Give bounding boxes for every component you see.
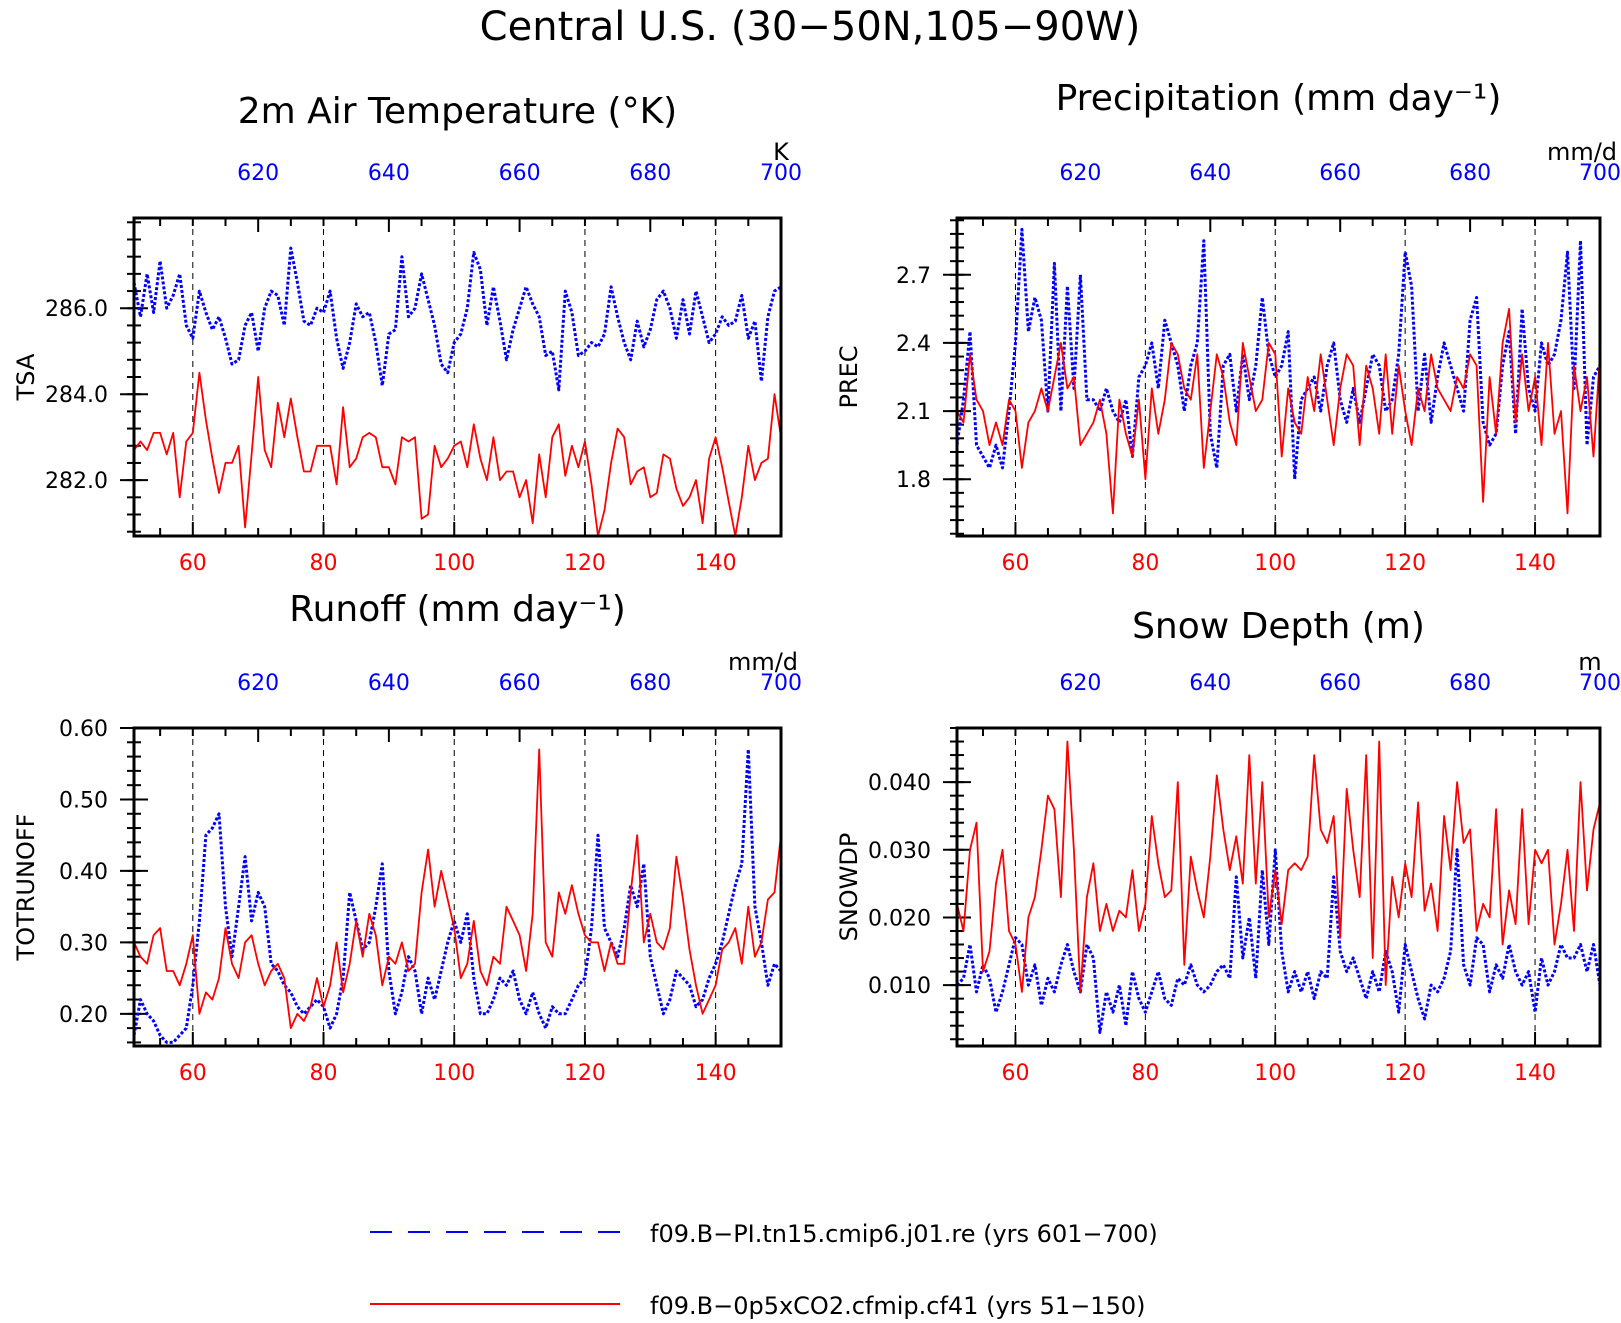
top-tick-label: 640 xyxy=(368,161,410,186)
top-tick-label: 680 xyxy=(1449,161,1491,186)
top-tick-label: 660 xyxy=(499,161,541,186)
top-tick-label: 700 xyxy=(1579,161,1621,186)
bottom-tick-label: 60 xyxy=(179,551,207,576)
top-tick-label: 640 xyxy=(1189,671,1231,696)
plot-frame xyxy=(955,216,1602,538)
top-tick-label: 620 xyxy=(1059,671,1101,696)
top-tick-label: 640 xyxy=(368,671,410,696)
y-axis-label: SNOWDP xyxy=(835,833,863,942)
bottom-tick-label: 80 xyxy=(1131,1061,1159,1086)
bottom-tick-label: 100 xyxy=(1254,551,1296,576)
panel-title: 2m Air Temperature (°K) xyxy=(238,91,677,132)
y-tick-label: 282.0 xyxy=(45,469,108,494)
panel-precipitation: Precipitation (mm day⁻¹) mm/d PREC 60 80 100 1… xyxy=(835,78,1621,576)
series-line-pi xyxy=(132,246,782,392)
figure-title: Central U.S. (30−50N,105−90W) xyxy=(480,4,1141,50)
y-tick-label: 0.020 xyxy=(868,906,931,931)
series-line-pi xyxy=(955,227,1602,481)
y-tick-label: 0.040 xyxy=(868,771,931,796)
top-tick-label: 700 xyxy=(760,671,802,696)
y-tick-label: 0.030 xyxy=(868,839,931,864)
top-tick-label: 680 xyxy=(629,161,671,186)
series-line-pi xyxy=(132,747,783,1044)
y-tick-label: 286.0 xyxy=(45,297,108,322)
bottom-tick-label: 120 xyxy=(564,1061,606,1086)
series-line-cf41 xyxy=(956,307,1601,515)
bottom-tick-label: 100 xyxy=(433,1061,475,1086)
top-tick-label: 680 xyxy=(1449,671,1491,696)
bottom-tick-label: 100 xyxy=(1254,1061,1296,1086)
plot-frame xyxy=(132,216,783,538)
bottom-tick-label: 80 xyxy=(310,1061,338,1086)
bottom-tick-label: 80 xyxy=(1131,551,1159,576)
y-tick-label: 2.1 xyxy=(896,400,931,425)
series-line-cf41 xyxy=(956,740,1601,993)
bottom-tick-label: 120 xyxy=(1384,1061,1426,1086)
top-tick-label: 660 xyxy=(499,671,541,696)
panel-title: Precipitation (mm day⁻¹) xyxy=(1056,78,1502,119)
y-tick-label: 1.8 xyxy=(896,468,931,493)
bottom-tick-label: 140 xyxy=(695,1061,737,1086)
legend: f09.B−PI.tn15.cmip6.j01.re (yrs 601−700)… xyxy=(370,1220,1158,1320)
top-tick-label: 620 xyxy=(1059,161,1101,186)
top-tick-label: 620 xyxy=(237,161,279,186)
panel-title: Snow Depth (m) xyxy=(1132,606,1425,647)
bottom-tick-label: 100 xyxy=(433,551,475,576)
y-tick-label: 2.7 xyxy=(896,264,931,289)
top-tick-label: 680 xyxy=(629,671,671,696)
bottom-tick-label: 120 xyxy=(564,551,606,576)
y-axis-label: PREC xyxy=(835,345,863,408)
top-tick-label: 640 xyxy=(1189,161,1231,186)
top-tick-label: 700 xyxy=(760,161,802,186)
y-tick-label: 0.40 xyxy=(59,860,108,885)
y-tick-label: 284.0 xyxy=(45,383,108,408)
bottom-tick-label: 80 xyxy=(310,551,338,576)
units-label: m xyxy=(1578,648,1601,676)
panel-title: Runoff (mm day⁻¹) xyxy=(289,589,626,630)
panel-air-temperature: 2m Air Temperature (°K) K TSA 60 80 100 120 140… xyxy=(12,91,802,576)
y-tick-label: 0.20 xyxy=(59,1003,108,1028)
bottom-tick-label: 140 xyxy=(695,551,737,576)
top-tick-label: 660 xyxy=(1319,671,1361,696)
panel-snow-depth: Snow Depth (m) m SNOWDP 60 80 100 120 140 620 640… xyxy=(835,606,1621,1086)
plot-frame xyxy=(955,726,1602,1048)
bottom-tick-label: 140 xyxy=(1514,551,1556,576)
y-tick-label: 0.60 xyxy=(59,717,108,742)
units-label: mm/d xyxy=(1547,138,1617,166)
bottom-tick-label: 140 xyxy=(1514,1061,1556,1086)
y-tick-label: 0.50 xyxy=(59,788,108,813)
top-tick-label: 660 xyxy=(1319,161,1361,186)
top-tick-label: 620 xyxy=(237,671,279,696)
bottom-tick-label: 60 xyxy=(179,1061,207,1086)
series-line-pi xyxy=(955,848,1602,1034)
y-tick-label: 2.4 xyxy=(896,332,931,357)
y-axis-label: TSA xyxy=(12,353,40,401)
legend-label-cf41: f09.B−0p5xCO2.cfmip.cf41 (yrs 51−150) xyxy=(650,1292,1145,1320)
top-tick-label: 700 xyxy=(1579,671,1621,696)
units-label: mm/d xyxy=(728,648,798,676)
bottom-tick-label: 60 xyxy=(1001,551,1029,576)
y-axis-label: TOTRUNOFF xyxy=(12,814,40,962)
panel-runoff: Runoff (mm day⁻¹) mm/d TOTRUNOFF 60 80 100 120… xyxy=(12,589,802,1086)
series-line-cf41 xyxy=(133,748,782,1029)
y-tick-label: 0.30 xyxy=(59,931,108,956)
y-tick-label: 0.010 xyxy=(868,974,931,999)
bottom-tick-label: 120 xyxy=(1384,551,1426,576)
plot-frame xyxy=(132,726,783,1048)
bottom-tick-label: 60 xyxy=(1001,1061,1029,1086)
series-line-cf41 xyxy=(133,371,782,537)
legend-label-pi: f09.B−PI.tn15.cmip6.j01.re (yrs 601−700) xyxy=(650,1220,1158,1248)
units-label: K xyxy=(773,138,790,166)
